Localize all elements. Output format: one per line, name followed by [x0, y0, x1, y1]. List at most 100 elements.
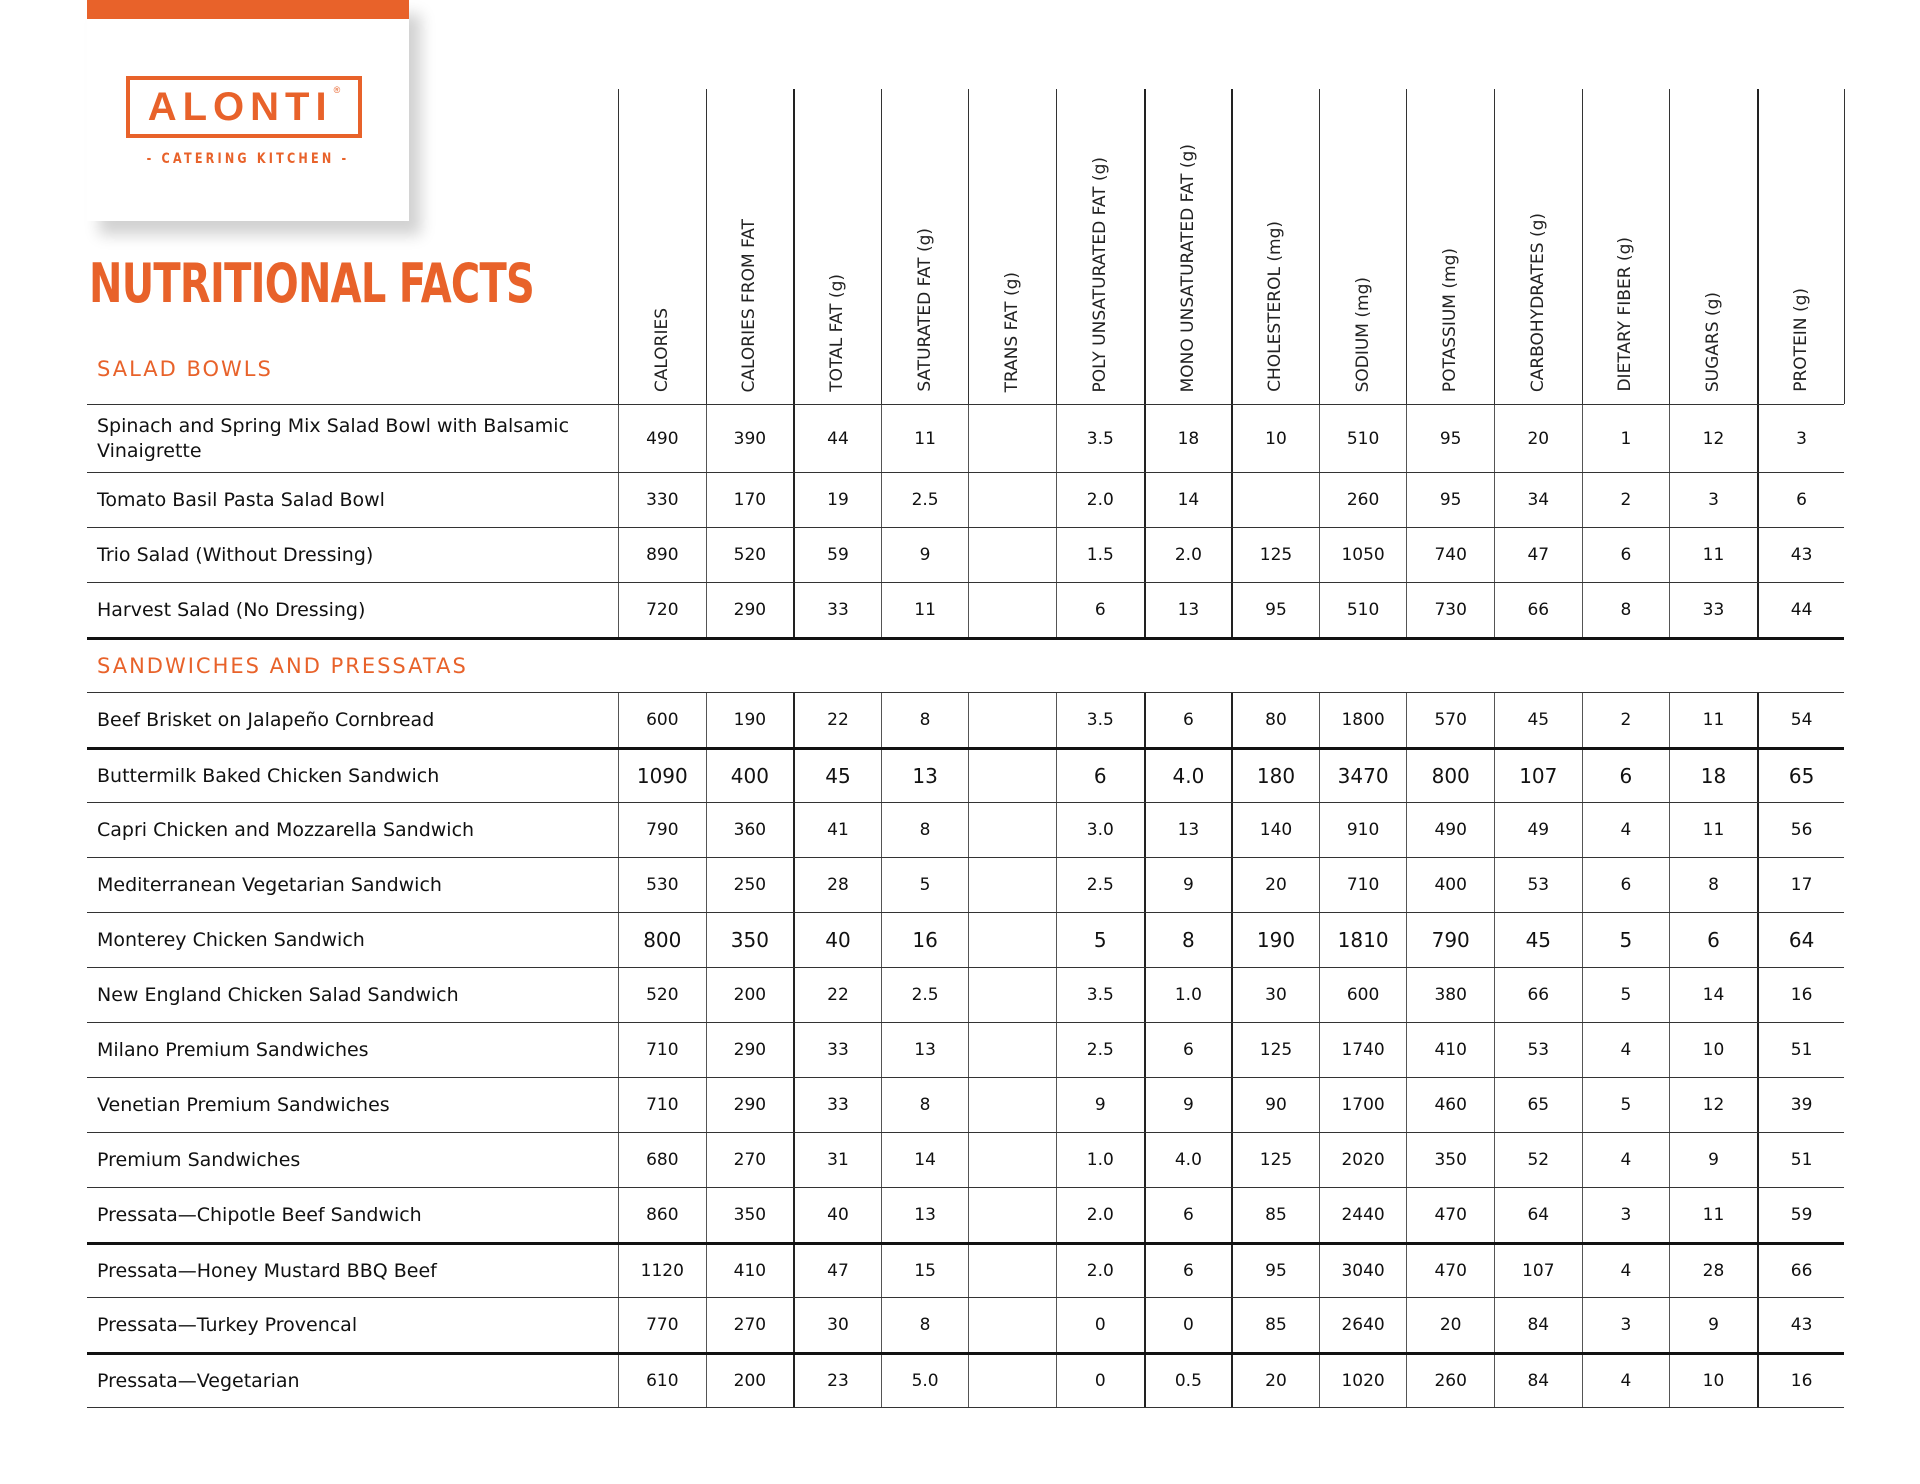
table-row: Monterey Chicken Sandwich 800 350 40 16 5 8 190…: [87, 912, 1844, 967]
cell-mono-unsaturated-fat-g: 6: [1143, 1023, 1232, 1077]
cell-protein-g: 65: [1756, 750, 1845, 802]
cell-mono-unsaturated-fat-g: 4.0: [1143, 1133, 1232, 1187]
cell-sugars-g: 9: [1669, 1133, 1757, 1187]
cell-poly-unsaturated-fat-g: 6: [1056, 750, 1144, 802]
logo-subtitle: - CATERING KITCHEN -: [146, 151, 350, 167]
cell-protein-g: 16: [1756, 968, 1845, 1022]
table-row: Pressata—Vegetarian 610 200 23 5.0 0 0.5 20 1020…: [87, 1352, 1844, 1407]
cell-cholesterol-mg: 10: [1231, 405, 1319, 472]
cell-sodium-mg: 510: [1318, 405, 1407, 472]
column-header: MONO UNSATURATED FAT (g): [1143, 89, 1232, 404]
cell-carbohydrates-g: 107: [1494, 750, 1582, 802]
cell-sodium-mg: 3470: [1318, 750, 1407, 802]
cell-saturated-fat-g: 5.0: [880, 1355, 969, 1407]
table-row: Harvest Salad (No Dressing) 720 290 33 11 6 13…: [87, 582, 1844, 637]
cell-calories: 330: [618, 473, 706, 527]
cell-protein-g: 59: [1756, 1188, 1845, 1242]
cell-sugars-g: 12: [1669, 1078, 1757, 1132]
table-row: Pressata—Turkey Provencal 770 270 30 8 0 0 85 26…: [87, 1297, 1844, 1352]
cell-sodium-mg: 710: [1318, 858, 1407, 912]
item-name: Beef Brisket on Jalapeño Cornbread: [97, 708, 435, 731]
cell-total-fat-g: 40: [793, 1188, 881, 1242]
cell-total-fat-g: 19: [793, 473, 881, 527]
section-heading: SALAD BOWLS: [97, 357, 273, 381]
table-row: Trio Salad (Without Dressing) 890 520 59 9 1.…: [87, 527, 1844, 582]
cell-carbohydrates-g: 65: [1494, 1078, 1582, 1132]
table-row: Buttermilk Baked Chicken Sandwich 1090 400…: [87, 747, 1844, 802]
cell-trans-fat-g: [968, 913, 1056, 967]
cell-trans-fat-g: [968, 750, 1056, 802]
cell-poly-unsaturated-fat-g: 2.5: [1056, 1023, 1144, 1077]
item-name: Mediterranean Vegetarian Sandwich: [97, 873, 442, 896]
cell-dietary-fiber-g: 2: [1581, 693, 1670, 747]
column-header-label: SUGARS (g): [1702, 291, 1723, 392]
cell-sugars-g: 11: [1669, 528, 1757, 582]
column-header-right-border: [1844, 89, 1846, 404]
cell-poly-unsaturated-fat-g: 0: [1056, 1298, 1144, 1352]
cell-carbohydrates-g: 45: [1494, 913, 1582, 967]
cell-calories: 490: [618, 405, 706, 472]
table-row: Spinach and Spring Mix Salad Bowl with B…: [87, 404, 1844, 472]
cell-calories-from-fat: 290: [705, 1023, 794, 1077]
cell-calories-from-fat: 400: [705, 750, 794, 802]
cell-calories-from-fat: 200: [705, 1355, 794, 1407]
cell-calories-from-fat: 360: [705, 803, 794, 857]
column-header: CHOLESTEROL (mg): [1231, 89, 1319, 404]
cell-protein-g: 44: [1756, 583, 1845, 637]
table-row: Pressata—Honey Mustard BBQ Beef 1120 410 47…: [87, 1242, 1844, 1297]
cell-calories: 1120: [618, 1245, 706, 1297]
cell-sodium-mg: 260: [1318, 473, 1407, 527]
cell-potassium-mg: 400: [1406, 858, 1494, 912]
cell-carbohydrates-g: 107: [1494, 1245, 1582, 1297]
column-header: CALORIES FROM FAT: [705, 89, 794, 404]
cell-carbohydrates-g: 84: [1494, 1355, 1582, 1407]
cell-saturated-fat-g: 14: [880, 1133, 969, 1187]
cell-potassium-mg: 380: [1406, 968, 1494, 1022]
cell-cholesterol-mg: 85: [1231, 1298, 1319, 1352]
cell-saturated-fat-g: 15: [880, 1245, 969, 1297]
cell-sodium-mg: 1020: [1318, 1355, 1407, 1407]
table-row: Beef Brisket on Jalapeño Cornbread 600 190…: [87, 692, 1844, 747]
cell-trans-fat-g: [968, 1078, 1056, 1132]
item-name: Pressata—Vegetarian: [97, 1369, 300, 1392]
cell-dietary-fiber-g: 5: [1581, 913, 1670, 967]
cell-calories: 860: [618, 1188, 706, 1242]
cell-mono-unsaturated-fat-g: 6: [1143, 1245, 1232, 1297]
logo: ALONTI ®: [126, 76, 362, 138]
cell-cholesterol-mg: 180: [1231, 750, 1319, 802]
cell-mono-unsaturated-fat-g: 1.0: [1143, 968, 1232, 1022]
column-header: POTASSIUM (mg): [1406, 89, 1494, 404]
cell-carbohydrates-g: 84: [1494, 1298, 1582, 1352]
cell-trans-fat-g: [968, 583, 1056, 637]
cell-cholesterol-mg: [1231, 473, 1319, 527]
item-name: Premium Sandwiches: [97, 1148, 301, 1171]
cell-mono-unsaturated-fat-g: 2.0: [1143, 528, 1232, 582]
column-header-label: SATURATED FAT (g): [914, 228, 935, 392]
column-header: SATURATED FAT (g): [880, 89, 969, 404]
cell-protein-g: 6: [1756, 473, 1845, 527]
cell-total-fat-g: 22: [793, 968, 881, 1022]
cell-mono-unsaturated-fat-g: 13: [1143, 583, 1232, 637]
column-header-label: DIETARY FIBER (g): [1615, 237, 1636, 392]
cell-trans-fat-g: [968, 405, 1056, 472]
cell-sodium-mg: 1050: [1318, 528, 1407, 582]
cell-sodium-mg: 910: [1318, 803, 1407, 857]
cell-saturated-fat-g: 5: [880, 858, 969, 912]
column-header: CARBOHYDRATES (g): [1494, 89, 1582, 404]
cell-potassium-mg: 20: [1406, 1298, 1494, 1352]
cell-trans-fat-g: [968, 1355, 1056, 1407]
cell-calories-from-fat: 200: [705, 968, 794, 1022]
cell-mono-unsaturated-fat-g: 6: [1143, 693, 1232, 747]
cell-mono-unsaturated-fat-g: 8: [1143, 913, 1232, 967]
cell-saturated-fat-g: 9: [880, 528, 969, 582]
cell-calories-from-fat: 290: [705, 583, 794, 637]
cell-poly-unsaturated-fat-g: 1.0: [1056, 1133, 1144, 1187]
cell-sugars-g: 11: [1669, 1188, 1757, 1242]
item-name: Pressata—Chipotle Beef Sandwich: [97, 1203, 422, 1226]
cell-dietary-fiber-g: 6: [1581, 528, 1670, 582]
cell-mono-unsaturated-fat-g: 18: [1143, 405, 1232, 472]
cell-calories: 610: [618, 1355, 706, 1407]
cell-dietary-fiber-g: 4: [1581, 1245, 1670, 1297]
cell-calories: 600: [618, 693, 706, 747]
cell-potassium-mg: 410: [1406, 1023, 1494, 1077]
